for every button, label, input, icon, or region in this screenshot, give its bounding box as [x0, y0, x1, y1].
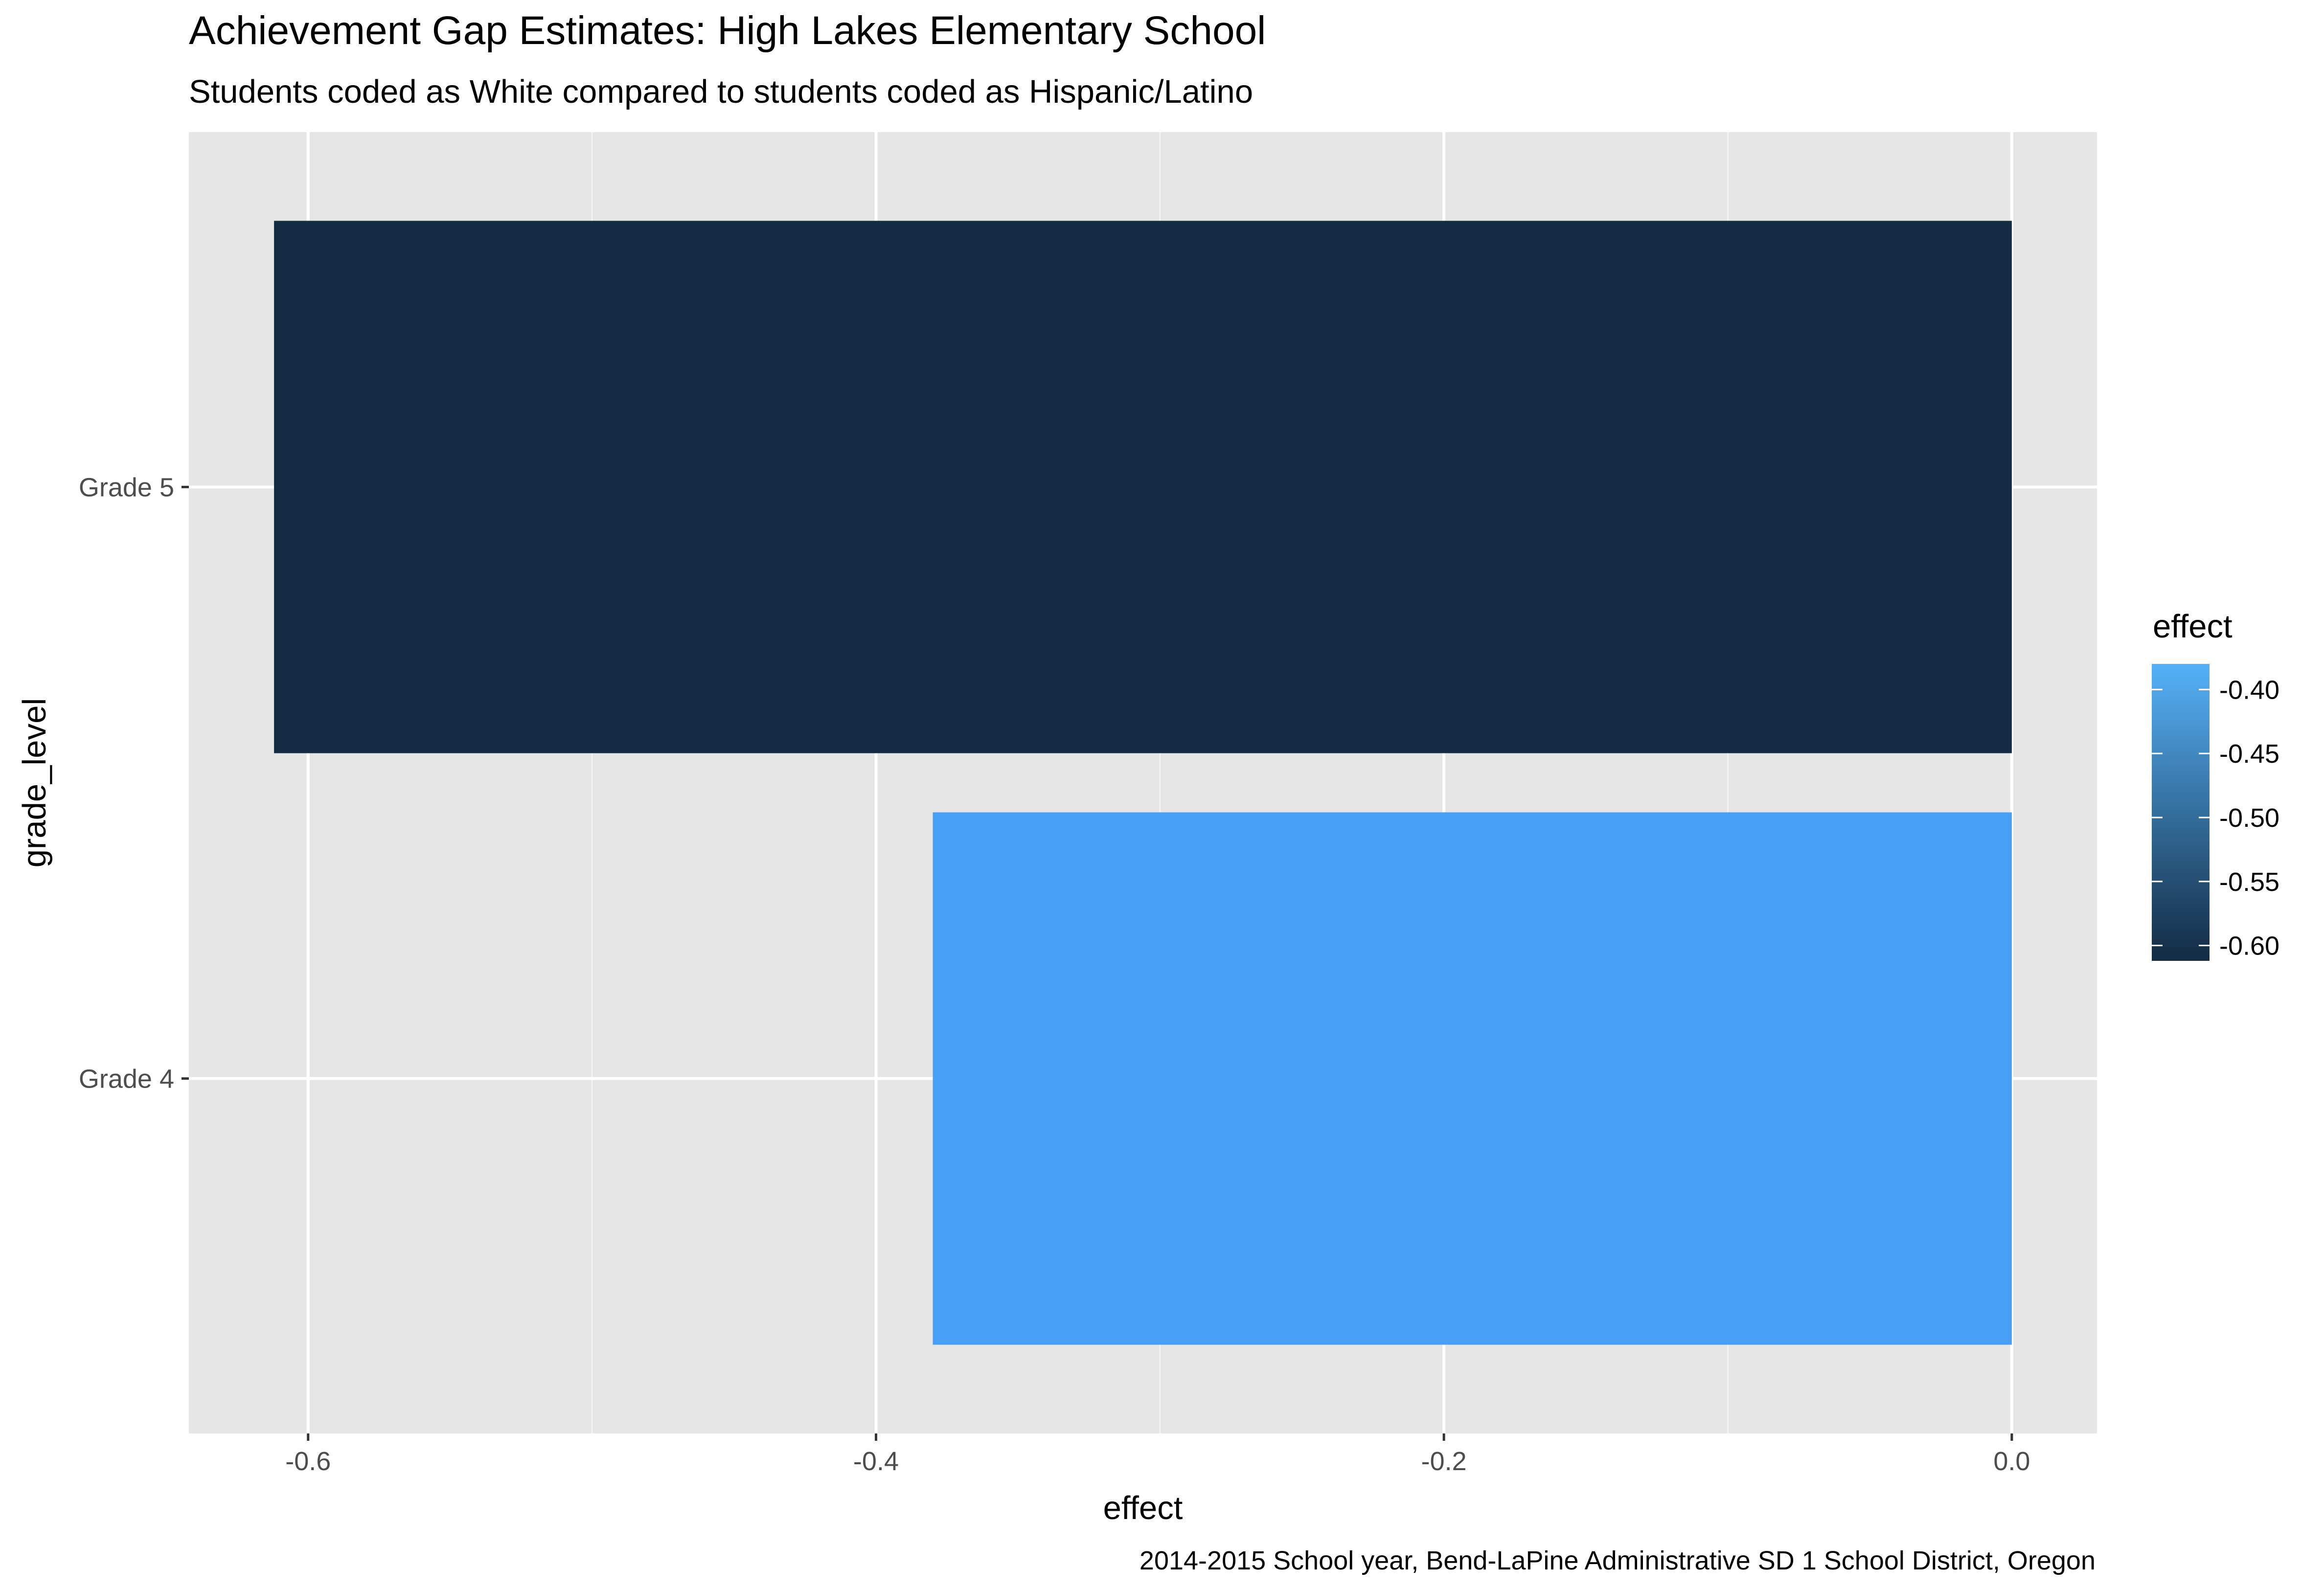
- chart-caption: 2014-2015 School year, Bend-LaPine Admin…: [1139, 1546, 2096, 1575]
- y-axis: Grade 4 Grade 5: [79, 473, 189, 1094]
- legend-colorbar: [2152, 664, 2210, 961]
- x-tick-label: -0.2: [1421, 1447, 1467, 1476]
- legend-tick-label: -0.55: [2219, 867, 2279, 897]
- legend-title: effect: [2153, 608, 2233, 645]
- y-tick-label: Grade 4: [79, 1065, 174, 1094]
- legend-tick-label: -0.45: [2219, 739, 2279, 769]
- x-tick-label: -0.6: [285, 1447, 331, 1476]
- legend-ticks: -0.60 -0.55 -0.50 -0.45 -0.40: [2152, 675, 2279, 961]
- legend-tick-label: -0.60: [2219, 931, 2279, 961]
- bars: [274, 221, 2012, 1345]
- chart-subtitle: Students coded as White compared to stud…: [189, 73, 1253, 110]
- bar-grade-5: [274, 221, 2012, 753]
- y-tick-label: Grade 5: [79, 473, 174, 502]
- legend-tick-label: -0.50: [2219, 803, 2279, 833]
- color-legend: effect -0.60 -0.55 -0.50 -0.45 -0.40: [2152, 608, 2279, 961]
- x-axis-title: effect: [1103, 1490, 1183, 1526]
- legend-tick-label: -0.40: [2219, 675, 2279, 704]
- x-tick-label: -0.4: [853, 1447, 899, 1476]
- bar-grade-4: [933, 812, 2012, 1345]
- y-axis-title: grade_level: [16, 698, 53, 867]
- x-tick-label: 0.0: [1993, 1447, 2030, 1476]
- x-axis: -0.6 -0.4 -0.2 0.0: [285, 1433, 2030, 1476]
- chart-title: Achievement Gap Estimates: High Lakes El…: [189, 8, 1266, 53]
